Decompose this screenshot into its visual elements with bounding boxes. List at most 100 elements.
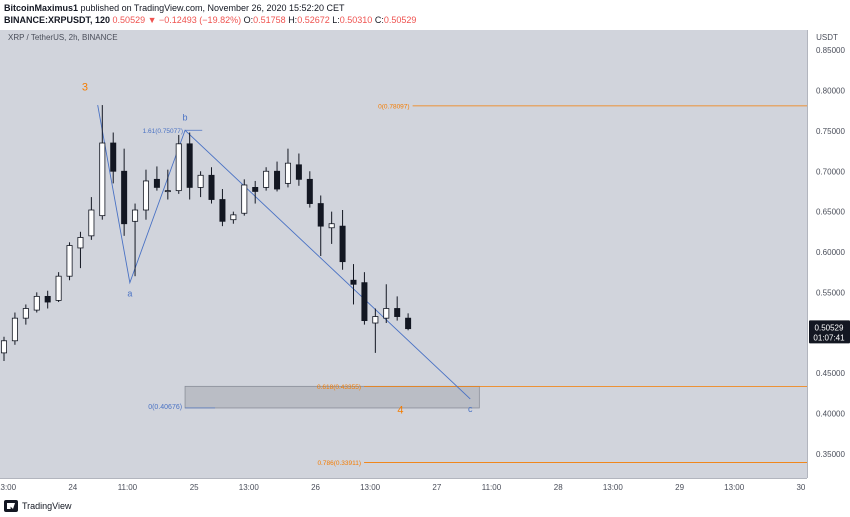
x-tick-label: 24 (68, 483, 77, 492)
candle-up (241, 184, 248, 214)
close-label: C: (374, 15, 384, 25)
candle-up (263, 170, 270, 188)
y-tick-label: 0.75000 (816, 127, 845, 136)
candle-up (88, 209, 95, 237)
y-tick-label: 0.60000 (816, 248, 845, 257)
candle-up (77, 237, 84, 249)
y-tick-label: 0.35000 (816, 450, 845, 459)
y-tick-label: 0.65000 (816, 208, 845, 217)
candle-down (295, 164, 302, 180)
fib-level-label: 0(0.78097) (378, 103, 409, 110)
b-level-label: 1.61(0.75077) (143, 128, 183, 135)
y-tick-label: 0.45000 (816, 369, 845, 378)
tradingview-icon (4, 500, 18, 512)
candle-up (372, 316, 379, 324)
footer: TradingView (0, 497, 850, 517)
y-axis-label: USDT (816, 33, 838, 42)
y-tick-label: 0.80000 (816, 87, 845, 96)
open-label: O: (243, 15, 254, 25)
candle-up (66, 245, 73, 277)
candle-up (33, 295, 40, 311)
close-value: 0.50529 (383, 15, 417, 25)
x-tick-label: 28 (554, 483, 563, 492)
price-tag (809, 320, 850, 344)
publisher-name[interactable]: BitcoinMaximus1 (4, 3, 79, 13)
x-tick-label: 30 (796, 483, 805, 492)
candle-down (219, 199, 226, 222)
y-tick-label: 0.40000 (816, 409, 845, 418)
publish-line: BitcoinMaximus1 published on TradingView… (4, 3, 345, 14)
candle-up (383, 308, 390, 319)
chart-area[interactable]: XRP / TetherUS, 2h, BINANCE USDT 0.85000 0.… (0, 30, 850, 517)
high-label: H: (288, 15, 298, 25)
candle-down (44, 295, 51, 303)
candle-up (132, 209, 139, 222)
candle-up (284, 162, 291, 184)
candle-up (142, 180, 149, 211)
time-axis (0, 478, 807, 497)
price-tag-value: 0.50529 (815, 323, 844, 332)
fib-level-label: 0.786(0.33911) (317, 460, 361, 467)
candle-down (350, 279, 357, 285)
candle-up (175, 143, 182, 192)
candle-down (110, 142, 117, 172)
x-tick-label: 13:00 (239, 483, 260, 492)
symbol-name: BINANCE:XRPUSDT, 120 (4, 15, 111, 25)
wave-label: b (183, 112, 188, 122)
x-tick-label: 13:00 (724, 483, 745, 492)
y-tick-label: 0.85000 (816, 46, 845, 55)
target-box (184, 385, 480, 409)
candle-down (121, 170, 128, 225)
wave-label: c (468, 404, 473, 414)
candle-down (317, 203, 324, 227)
tradingview-logo[interactable]: TradingView (4, 500, 72, 512)
low-value: 0.50310 (339, 15, 373, 25)
candle-up (197, 174, 204, 188)
candle-down (186, 143, 193, 188)
y-tick-label: 0.55000 (816, 288, 845, 297)
fib-level-label: 0.618(0.43355) (317, 384, 361, 391)
x-tick-label: 11:00 (118, 483, 138, 492)
tradingview-logo-text: TradingView (22, 501, 72, 511)
candle-down (208, 174, 215, 200)
y-tick-label: 0.70000 (816, 167, 845, 176)
candle-up (22, 308, 29, 319)
candle-up (230, 214, 237, 221)
candle-up (164, 190, 171, 193)
price-axis (807, 30, 850, 497)
candle-down (252, 187, 259, 192)
x-tick-label: 27 (432, 483, 441, 492)
wave-path (97, 104, 471, 400)
candle-down (153, 178, 160, 188)
x-tick-label: 13:00 (360, 483, 381, 492)
candle-up (55, 275, 62, 301)
x-tick-label: 11:00 (482, 483, 502, 492)
candle-down (274, 170, 281, 190)
price-chart[interactable]: XRP / TetherUS, 2h, BINANCE USDT 0.85000 0.… (0, 30, 850, 497)
candle-up (99, 142, 106, 217)
candle-down (306, 178, 313, 204)
candle-down (339, 225, 346, 263)
target-box-label: 0(0.40676) (148, 404, 182, 411)
x-tick-label: 25 (190, 483, 199, 492)
price-tag-countdown: 01:07:41 (813, 333, 845, 342)
price-change: ▼ −0.12493 (−19.82%) (147, 15, 242, 25)
candle-down (361, 282, 368, 321)
high-value: 0.52672 (297, 15, 330, 25)
candle-down (394, 308, 401, 317)
wave-label: 3 (82, 82, 88, 94)
open-value: 0.51758 (253, 15, 286, 25)
last-price: 0.50529 (112, 15, 146, 25)
x-tick-label: 13:00 (0, 483, 17, 492)
x-tick-label: 13:00 (603, 483, 624, 492)
published-text: published on TradingView.com, November 2… (80, 3, 345, 13)
candle-up (328, 223, 335, 229)
x-tick-label: 26 (311, 483, 320, 492)
low-label: L: (332, 15, 340, 25)
chart-title: XRP / TetherUS, 2h, BINANCE (8, 33, 118, 42)
candle-up (0, 340, 7, 354)
wave-label: 4 (397, 404, 403, 416)
chart-header: BitcoinMaximus1 published on TradingView… (0, 0, 850, 30)
candle-down (405, 317, 412, 330)
wave-label: a (127, 288, 132, 298)
